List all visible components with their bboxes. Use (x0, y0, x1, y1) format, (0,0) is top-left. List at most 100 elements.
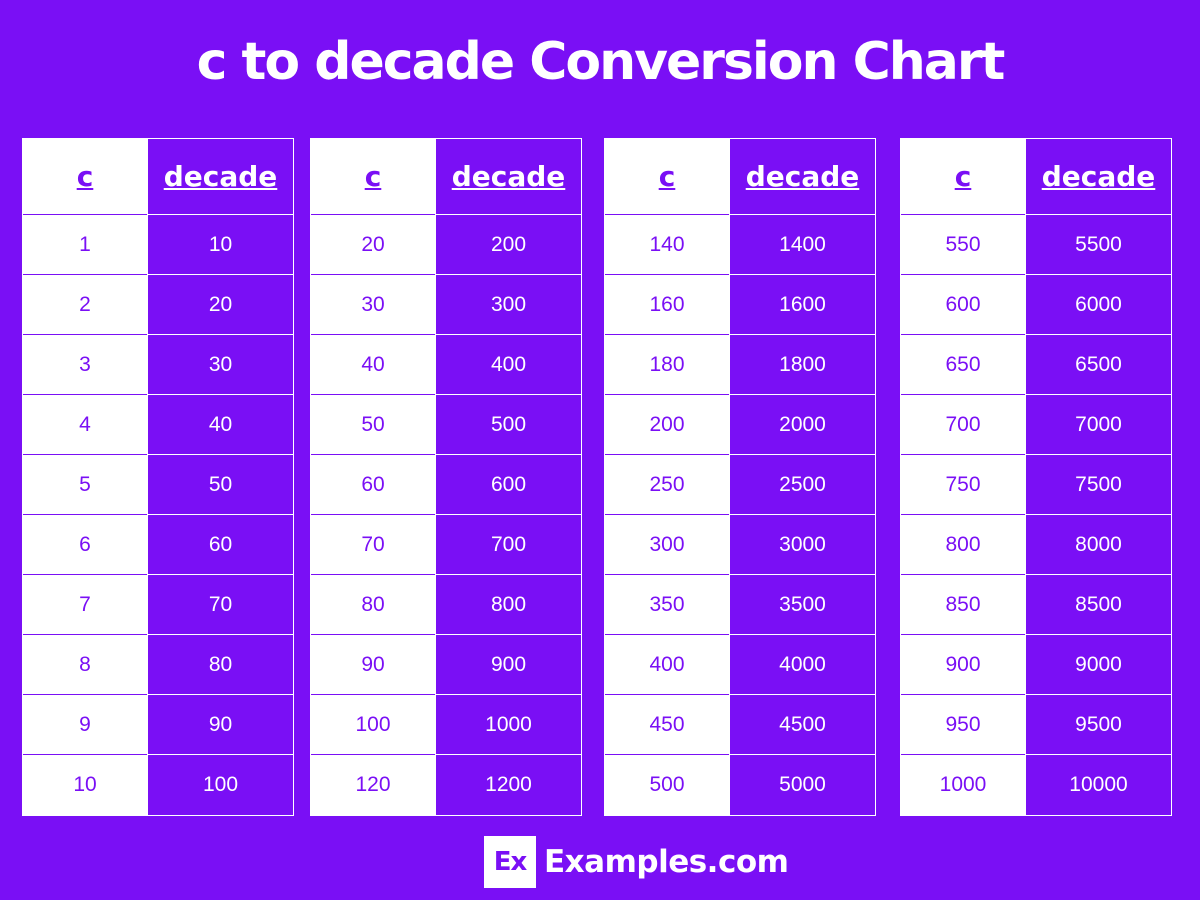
decade-value: 2500 (729, 455, 875, 515)
table-row: 70 700 (311, 515, 581, 575)
c-value: 800 (901, 515, 1025, 575)
table-row: 40 400 (311, 335, 581, 395)
c-value: 70 (311, 515, 435, 575)
table-row: 7 70 (23, 575, 293, 635)
conversion-table-3: c decade 140 1400 160 1600 180 1800 200 2000 250 25… (604, 138, 876, 816)
header-c: c (901, 139, 1025, 215)
c-value: 60 (311, 455, 435, 515)
table-row: 200 2000 (605, 395, 875, 455)
table-row: 6 60 (23, 515, 293, 575)
decade-value: 40 (147, 395, 293, 455)
table-row: 3 30 (23, 335, 293, 395)
header-decade: decade (729, 139, 875, 215)
table-row: 800 8000 (901, 515, 1171, 575)
table-row: 100 1000 (311, 695, 581, 755)
decade-value: 200 (435, 215, 581, 275)
decade-value: 5500 (1025, 215, 1171, 275)
table-row: 50 500 (311, 395, 581, 455)
table-row: 5 50 (23, 455, 293, 515)
decade-value: 700 (435, 515, 581, 575)
decade-value: 1000 (435, 695, 581, 755)
decade-value: 50 (147, 455, 293, 515)
conversion-table-4: c decade 550 5500 600 6000 650 6500 700 7000 750 75… (900, 138, 1172, 816)
decade-value: 70 (147, 575, 293, 635)
decade-value: 400 (435, 335, 581, 395)
c-value: 7 (23, 575, 147, 635)
c-value: 20 (311, 215, 435, 275)
c-value: 180 (605, 335, 729, 395)
c-value: 300 (605, 515, 729, 575)
decade-value: 4500 (729, 695, 875, 755)
c-value: 1 (23, 215, 147, 275)
table-row: 8 80 (23, 635, 293, 695)
decade-value: 90 (147, 695, 293, 755)
table-row: 400 4000 (605, 635, 875, 695)
decade-value: 3500 (729, 575, 875, 635)
c-value: 4 (23, 395, 147, 455)
table-row: 180 1800 (605, 335, 875, 395)
table-row: 750 7500 (901, 455, 1171, 515)
c-value: 30 (311, 275, 435, 335)
decade-value: 60 (147, 515, 293, 575)
table-row: 900 9000 (901, 635, 1171, 695)
decade-value: 100 (147, 755, 293, 815)
c-value: 9 (23, 695, 147, 755)
c-value: 750 (901, 455, 1025, 515)
decade-value: 10 (147, 215, 293, 275)
c-value: 350 (605, 575, 729, 635)
c-value: 80 (311, 575, 435, 635)
c-value: 90 (311, 635, 435, 695)
table-row: 850 8500 (901, 575, 1171, 635)
decade-value: 5000 (729, 755, 875, 815)
table-row: 90 900 (311, 635, 581, 695)
decade-value: 9000 (1025, 635, 1171, 695)
decade-value: 7500 (1025, 455, 1171, 515)
c-value: 450 (605, 695, 729, 755)
c-value: 250 (605, 455, 729, 515)
examples-logo-icon: Ex (484, 836, 536, 888)
decade-value: 500 (435, 395, 581, 455)
table-row: 1 10 (23, 215, 293, 275)
c-value: 200 (605, 395, 729, 455)
table-row: 20 200 (311, 215, 581, 275)
decade-value: 6500 (1025, 335, 1171, 395)
decade-value: 1400 (729, 215, 875, 275)
c-value: 5 (23, 455, 147, 515)
header-decade: decade (435, 139, 581, 215)
table-row: 550 5500 (901, 215, 1171, 275)
header-c: c (311, 139, 435, 215)
c-value: 550 (901, 215, 1025, 275)
table-header-row: c decade (311, 139, 581, 215)
decade-value: 1800 (729, 335, 875, 395)
table-header-row: c decade (605, 139, 875, 215)
conversion-table-1: c decade 1 10 2 20 3 30 4 40 5 50 6 60 7 70 8 80 9 90 10 100 (22, 138, 294, 816)
footer-brand: Ex Examples.com (484, 836, 789, 888)
decade-value: 8500 (1025, 575, 1171, 635)
header-c: c (605, 139, 729, 215)
decade-value: 30 (147, 335, 293, 395)
c-value: 120 (311, 755, 435, 815)
table-row: 950 9500 (901, 695, 1171, 755)
decade-value: 800 (435, 575, 581, 635)
c-value: 500 (605, 755, 729, 815)
table-row: 650 6500 (901, 335, 1171, 395)
decade-value: 6000 (1025, 275, 1171, 335)
c-value: 50 (311, 395, 435, 455)
header-decade: decade (1025, 139, 1171, 215)
decade-value: 10000 (1025, 755, 1171, 815)
header-decade: decade (147, 139, 293, 215)
decade-value: 20 (147, 275, 293, 335)
c-value: 8 (23, 635, 147, 695)
c-value: 160 (605, 275, 729, 335)
table-row: 120 1200 (311, 755, 581, 815)
decade-value: 8000 (1025, 515, 1171, 575)
conversion-table-2: c decade 20 200 30 300 40 400 50 500 60 600 70 700 80 8… (310, 138, 582, 816)
c-value: 400 (605, 635, 729, 695)
table-row: 140 1400 (605, 215, 875, 275)
c-value: 10 (23, 755, 147, 815)
c-value: 2 (23, 275, 147, 335)
c-value: 850 (901, 575, 1025, 635)
table-row: 2 20 (23, 275, 293, 335)
decade-value: 9500 (1025, 695, 1171, 755)
table-row: 4 40 (23, 395, 293, 455)
